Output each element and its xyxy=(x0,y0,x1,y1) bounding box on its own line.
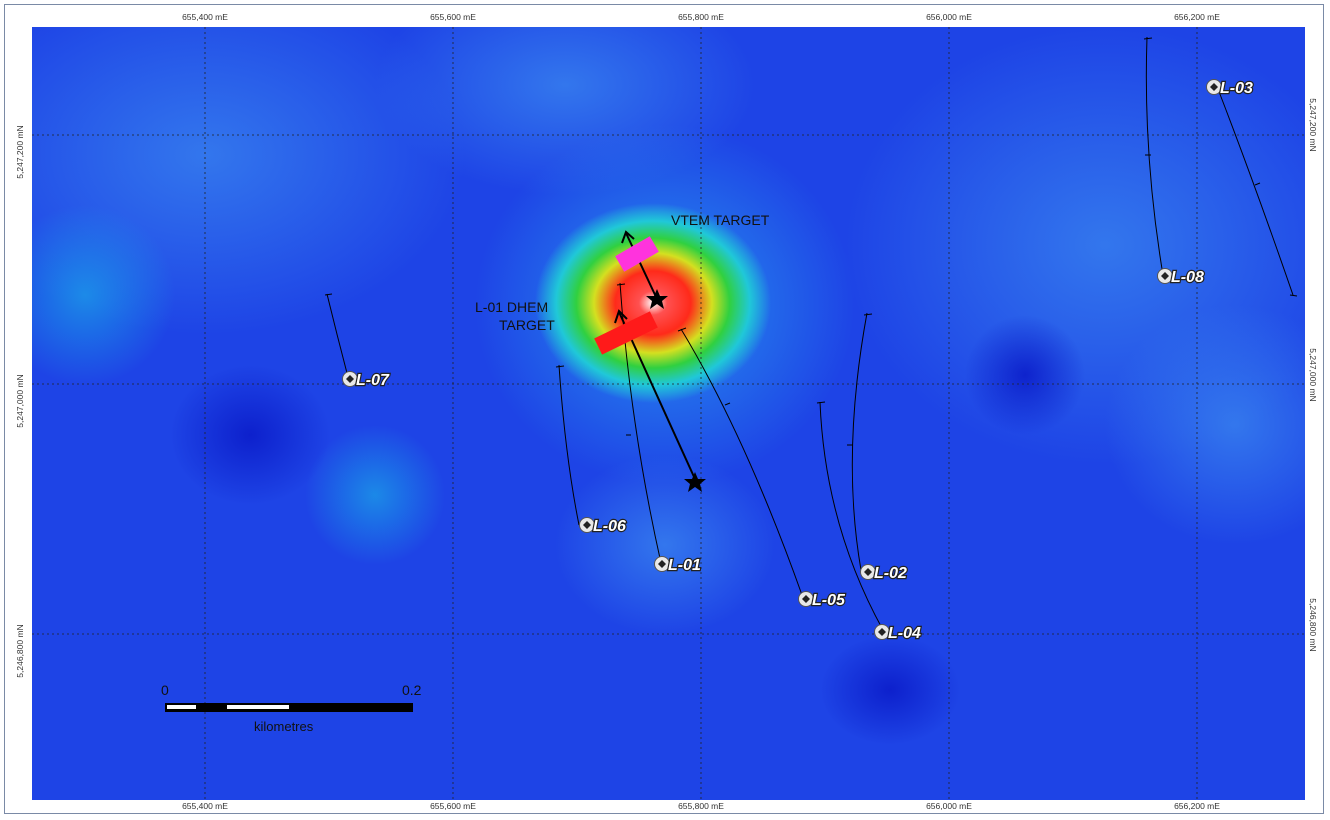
dhem-target-label-2: TARGET xyxy=(499,317,555,333)
trace-l-03 xyxy=(1217,88,1294,296)
target-stars xyxy=(646,289,706,492)
collar-label: L-03 xyxy=(1220,80,1253,97)
easting-top-label: 655,600 mE xyxy=(430,12,476,22)
easting-bottom-label: 655,600 mE xyxy=(430,801,476,811)
star-icon xyxy=(646,289,668,309)
easting-top-label: 656,200 mE xyxy=(1174,12,1220,22)
dhem-target-label-1: L-01 DHEM xyxy=(475,299,548,315)
collar-l-03[interactable]: L-03 xyxy=(1206,79,1254,98)
vtem-target-plate xyxy=(615,236,659,272)
collar-l-08[interactable]: L-08 xyxy=(1157,268,1205,287)
collar-label: L-07 xyxy=(356,372,390,389)
easting-bottom-label: 655,800 mE xyxy=(678,801,724,811)
scale-bar-end-label: 0.2 xyxy=(402,682,422,698)
collar-label: L-04 xyxy=(888,625,921,642)
trace-l-07 xyxy=(326,293,349,378)
northing-right-label: 5,247,000 mN xyxy=(1308,348,1318,402)
trace-l-06 xyxy=(558,364,580,526)
northing-left-label: 5,246,800 mN xyxy=(15,624,25,678)
collar-label: L-06 xyxy=(593,518,626,535)
northing-left-label: 5,247,000 mN xyxy=(15,374,25,428)
collar-label: L-05 xyxy=(812,592,846,609)
northing-left-label: 5,247,200 mN xyxy=(15,125,25,179)
trace-l-05 xyxy=(680,328,803,596)
easting-top-label: 656,000 mE xyxy=(926,12,972,22)
collar-l-05[interactable]: L-05 xyxy=(798,591,847,610)
scale-bar-start-label: 0 xyxy=(161,682,169,698)
easting-bottom-label: 655,400 mE xyxy=(182,801,228,811)
collar-label: L-02 xyxy=(874,565,907,582)
dhem-target-plate xyxy=(594,311,658,355)
vtem-anomaly-map: VTEM TARGET L-01 DHEM TARGET L-07 L-06 L… xyxy=(32,27,1305,800)
vtem-target-label: VTEM TARGET xyxy=(671,212,770,228)
easting-top-label: 655,400 mE xyxy=(182,12,228,22)
collar-l-07[interactable]: L-07 xyxy=(342,371,391,390)
trace-ticks xyxy=(324,37,1298,446)
collar-l-01[interactable]: L-01 xyxy=(654,556,702,575)
northing-right-label: 5,246,800 mN xyxy=(1308,598,1318,652)
scale-bar-unit-label: kilometres xyxy=(254,719,314,734)
trace-l-02 xyxy=(851,312,868,571)
collar-l-04[interactable]: L-04 xyxy=(874,624,922,643)
star-icon xyxy=(684,472,706,492)
field-shading xyxy=(32,27,1305,745)
northing-right-label: 5,247,200 mN xyxy=(1308,98,1318,152)
easting-bottom-label: 656,200 mE xyxy=(1174,801,1220,811)
collar-label: L-01 xyxy=(668,557,701,574)
drillhole-collars[interactable]: L-07 L-06 L-01 L-02 L-05 L-04 xyxy=(342,79,1254,643)
coordinate-grid xyxy=(32,27,1305,800)
collar-l-06[interactable]: L-06 xyxy=(579,517,627,536)
map-frame: VTEM TARGET L-01 DHEM TARGET L-07 L-06 L… xyxy=(4,4,1324,814)
collar-l-02[interactable]: L-02 xyxy=(860,564,908,583)
easting-bottom-label: 656,000 mE xyxy=(926,801,972,811)
scale-bar: 0 0.2 kilometres xyxy=(161,682,422,734)
easting-top-label: 655,800 mE xyxy=(678,12,724,22)
trace-l-04 xyxy=(819,401,884,631)
collar-label: L-08 xyxy=(1171,269,1204,286)
